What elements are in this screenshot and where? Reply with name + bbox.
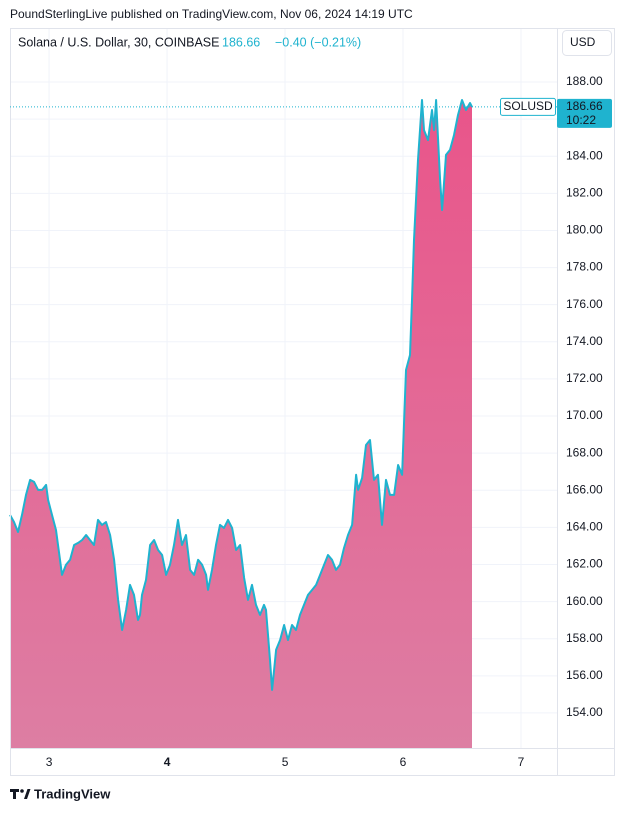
y-tick-label: 188.00: [566, 74, 603, 88]
y-tick-label: 158.00: [566, 631, 603, 645]
y-tick-label: 160.00: [566, 594, 603, 608]
y-tick-label: 166.00: [566, 482, 603, 496]
y-tick-label: 178.00: [566, 260, 603, 274]
footer-logo: [10, 789, 31, 799]
y-tick-label: 180.00: [566, 223, 603, 237]
symbol-box: [500, 97, 556, 116]
chart-frame: [10, 28, 615, 776]
y-tick-label: 172.00: [566, 371, 603, 385]
area-fill: [10, 100, 472, 748]
y-tick-label: 176.00: [566, 297, 603, 311]
publish-note: PoundSterlingLive published on TradingVi…: [10, 7, 413, 21]
price-line: [9, 99, 473, 691]
legend-price: 186.66: [222, 35, 260, 49]
y-tick-label: 182.00: [566, 186, 603, 200]
countdown-label: 10:22: [566, 113, 596, 127]
x-tick-label: 3: [46, 755, 53, 769]
last-price-label: 186.66: [566, 99, 603, 113]
y-tick-label: 154.00: [566, 705, 603, 719]
x-tick-label: 6: [400, 755, 407, 769]
y-tick-label: 174.00: [566, 334, 603, 348]
y-tick-label: 168.00: [566, 445, 603, 459]
y-tick-label: 164.00: [566, 520, 603, 534]
y-tick-label: 170.00: [566, 408, 603, 422]
x-tick-label: 4: [164, 755, 171, 769]
footer-brand: TradingView: [34, 786, 111, 801]
y-tick-label: 184.00: [566, 148, 603, 162]
y-tick-label: 156.00: [566, 668, 603, 682]
currency-box[interactable]: [562, 30, 612, 56]
legend-change: −0.40 (−0.21%): [275, 35, 361, 49]
symbol-label: SOLUSD: [503, 99, 553, 113]
legend-title: Solana / U.S. Dollar, 30, COINBASE: [18, 35, 219, 49]
y-tick-label: 162.00: [566, 557, 603, 571]
x-tick-label: 7: [518, 755, 525, 769]
x-tick-label: 5: [282, 755, 289, 769]
currency-label[interactable]: USD: [570, 35, 596, 49]
last-price-box: [557, 98, 612, 128]
